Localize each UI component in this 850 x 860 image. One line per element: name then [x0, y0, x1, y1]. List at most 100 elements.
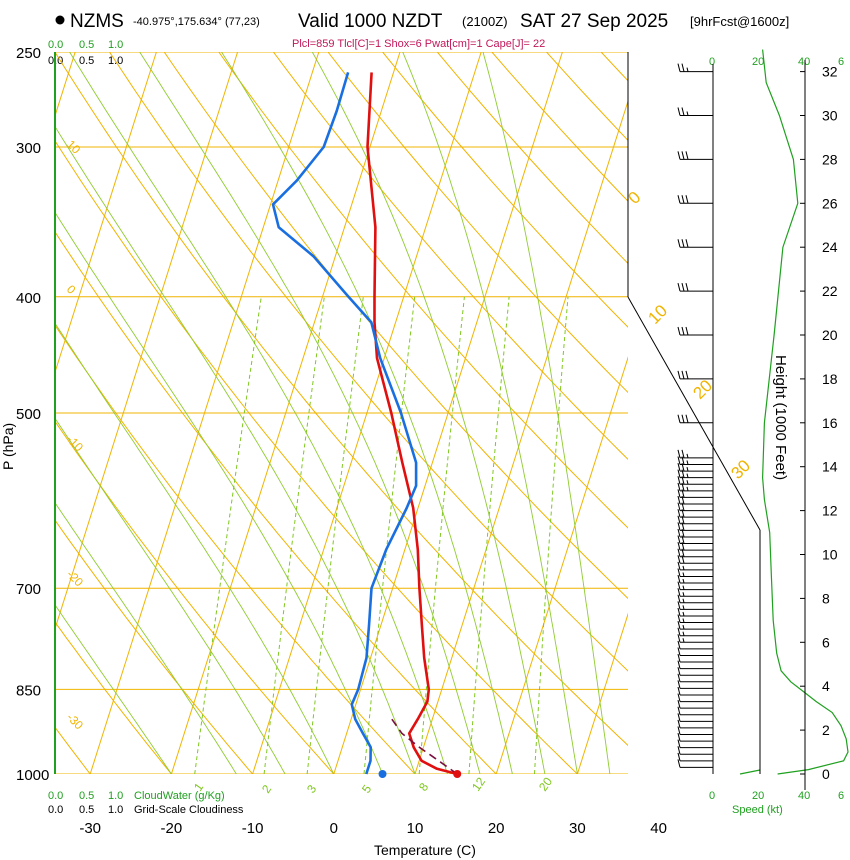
speed-bottom-6: 6 [838, 790, 844, 802]
barb-half-flag [686, 466, 689, 472]
barb-flag [681, 370, 685, 380]
series-parcel [391, 718, 458, 775]
barb-flag [677, 653, 681, 663]
valid-date: SAT 27 Sep 2025 [520, 11, 668, 32]
wind-barb-54 [677, 151, 713, 160]
barb-flag [677, 370, 681, 380]
barb-flag [677, 282, 681, 292]
barb-half-flag [682, 592, 685, 597]
barb-flag [677, 522, 681, 531]
barb-flag [677, 726, 681, 735]
mixing-ratio-label-20: 20 [536, 774, 555, 793]
barb-flag [681, 195, 685, 204]
wind-barb-10 [677, 693, 713, 703]
x-tick--30: -30 [79, 820, 101, 837]
barb-half-flag [682, 598, 685, 603]
barb-half-flag [682, 631, 685, 636]
moist-adiabat-10 [55, 125, 416, 774]
wind-barb-30 [677, 561, 713, 571]
height-axis-title: Height (1000 Feet) [772, 355, 789, 480]
barb-flag [677, 752, 681, 761]
barb-flag [677, 414, 681, 423]
x-axis-title: Temperature (C) [374, 842, 476, 858]
wind-barb-53 [677, 195, 713, 204]
trop-line [627, 296, 761, 531]
zulu-time: (2100Z) [462, 14, 508, 29]
station-coords: -40.975°,175.634° (77,23) [133, 16, 260, 28]
sounding-marks [271, 49, 849, 778]
wind-barb-56 [677, 63, 713, 73]
speed-bottom-20: 20 [752, 790, 764, 802]
cloud-scale-top-05: 0.5 [79, 55, 94, 67]
speed-bottom-40: 40 [798, 790, 810, 802]
cw-scale-top-1: 1.0 [108, 39, 123, 51]
height-tick-26: 26 [822, 195, 838, 211]
moist-adiabat-22 [221, 52, 513, 774]
cloud-surface-tick [739, 769, 761, 775]
barb-flag [677, 495, 681, 505]
barb-half-flag [686, 67, 689, 72]
isotherm--40 [55, 52, 239, 631]
mixing-ratio-label-3: 3 [304, 782, 319, 796]
mixing-ratio-3 [306, 296, 364, 774]
height-tick-28: 28 [822, 151, 838, 167]
p-tick-700: 700 [16, 581, 41, 598]
wind-barb-12 [677, 680, 713, 689]
mixing-ratio-label-12: 12 [469, 774, 488, 793]
wind-barb-49 [677, 370, 713, 380]
speed-label: Speed (kt) [732, 804, 783, 816]
wind-barb-14 [677, 667, 713, 676]
barb-flag [677, 462, 681, 472]
dry-adiabat--10 [55, 519, 253, 774]
cw-scale-bottom-1: 1.0 [108, 790, 123, 802]
x-tick-0: 0 [330, 820, 338, 837]
isotherm--10 [252, 52, 482, 774]
moist-adiabat-30 [402, 52, 578, 774]
height-tick-14: 14 [822, 459, 838, 475]
barb-flag [677, 686, 681, 696]
barb-flag [685, 414, 689, 423]
barb-half-flag [686, 460, 689, 465]
height-tick-24: 24 [822, 239, 838, 255]
height-tick-4: 4 [822, 678, 830, 694]
barb-flag [677, 594, 681, 603]
barb-half-flag [686, 480, 689, 485]
dry-adiabat-140 [600, 52, 628, 82]
barb-flag [681, 414, 685, 423]
barb-flag [677, 502, 681, 511]
barb-flag [677, 482, 681, 491]
barb-flag [681, 449, 685, 459]
wind-barb-28 [677, 574, 713, 584]
moist-adiabat-34 [482, 52, 611, 774]
wind-barb-4 [677, 732, 713, 742]
barb-half-flag [686, 453, 689, 459]
height-tick-22: 22 [822, 283, 838, 299]
wind-barb-21 [677, 621, 713, 630]
series-temperature [366, 72, 458, 776]
stability-indices: Plcl=859 Tlcl[C]=1 Shox=6 Pwat[cm]=1 Cap… [292, 38, 545, 50]
barb-flag [677, 719, 681, 729]
cloud-scale-bottom-1: 1.0 [108, 804, 123, 816]
barb-half-flag [682, 565, 685, 570]
isotherm-label-10: 10 [64, 137, 84, 157]
forecast-info: [9hrFcst@1600z] [690, 14, 789, 29]
height-tick-2: 2 [822, 722, 830, 738]
p-tick-500: 500 [16, 406, 41, 423]
barb-flag [677, 627, 681, 636]
wind-barb-19 [677, 634, 713, 643]
barb-flag [677, 581, 681, 590]
speed-top-6: 6 [838, 56, 844, 68]
moist-adiabat-26 [311, 52, 546, 774]
barb-flag [677, 469, 681, 478]
dry-adiabat-150 [656, 52, 850, 774]
barb-half-flag [686, 111, 689, 116]
cw-scale-top-05: 0.5 [79, 39, 94, 51]
dry-adiabat-label-10: 10 [644, 301, 671, 328]
cloud-scale-bottom-05: 0.5 [79, 804, 94, 816]
dry-adiabat-90 [327, 52, 628, 394]
barb-flag [677, 621, 681, 630]
isotherm--30 [89, 52, 320, 774]
dry-adiabat-100 [382, 52, 628, 328]
wind-barb-17 [677, 647, 713, 656]
